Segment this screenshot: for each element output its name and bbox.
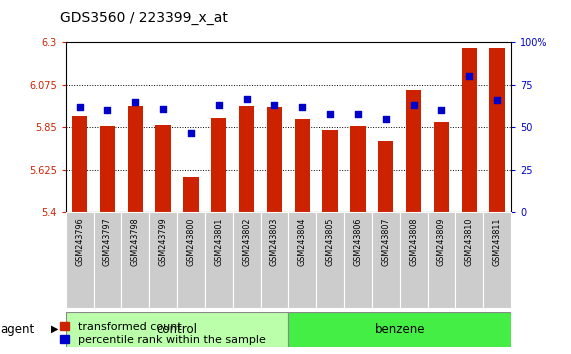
Bar — [72, 116, 87, 212]
Legend: transformed count, percentile rank within the sample: transformed count, percentile rank withi… — [60, 321, 266, 345]
Point — [297, 104, 307, 110]
Point — [131, 99, 140, 105]
Bar — [94, 212, 122, 308]
Bar — [372, 212, 400, 308]
Text: GSM243810: GSM243810 — [465, 217, 474, 266]
Point — [103, 108, 112, 113]
Text: GSM243808: GSM243808 — [409, 217, 418, 266]
Point — [409, 103, 418, 108]
Bar — [100, 126, 115, 212]
Bar — [483, 212, 511, 308]
Text: GSM243806: GSM243806 — [353, 217, 363, 266]
Bar — [378, 141, 393, 212]
Text: GSM243801: GSM243801 — [214, 217, 223, 266]
Bar — [344, 212, 372, 308]
Bar — [406, 90, 421, 212]
Text: GSM243805: GSM243805 — [325, 217, 335, 266]
Point — [493, 97, 502, 103]
Bar — [66, 212, 94, 308]
Bar — [428, 212, 456, 308]
Text: GSM243800: GSM243800 — [186, 217, 195, 266]
Text: GSM243798: GSM243798 — [131, 217, 140, 266]
Text: benzene: benzene — [375, 323, 425, 336]
Bar — [122, 212, 149, 308]
Point — [381, 116, 391, 122]
Bar — [267, 107, 282, 212]
Bar — [127, 106, 143, 212]
Bar — [489, 48, 505, 212]
Bar — [177, 212, 205, 308]
Bar — [211, 118, 227, 212]
Point — [186, 130, 195, 135]
Text: GSM243797: GSM243797 — [103, 217, 112, 266]
Text: GSM243802: GSM243802 — [242, 217, 251, 266]
Bar — [66, 312, 288, 347]
Point — [214, 103, 223, 108]
Bar — [239, 106, 254, 212]
Text: GSM243799: GSM243799 — [159, 217, 168, 266]
Bar — [434, 122, 449, 212]
Bar — [461, 48, 477, 212]
Bar — [323, 130, 338, 212]
Point — [465, 74, 474, 79]
Text: GDS3560 / 223399_x_at: GDS3560 / 223399_x_at — [60, 11, 228, 25]
Bar — [205, 212, 233, 308]
Point — [353, 111, 363, 117]
Bar — [183, 177, 199, 212]
Bar — [233, 212, 260, 308]
Point — [325, 111, 335, 117]
Point — [242, 96, 251, 101]
Text: GSM243796: GSM243796 — [75, 217, 84, 266]
Bar — [149, 212, 177, 308]
Point — [75, 104, 84, 110]
Text: GSM243807: GSM243807 — [381, 217, 391, 266]
Bar — [288, 312, 511, 347]
Text: control: control — [156, 323, 198, 336]
Bar — [316, 212, 344, 308]
Bar — [456, 212, 483, 308]
Bar — [288, 212, 316, 308]
Point — [270, 103, 279, 108]
Bar — [350, 126, 365, 212]
Point — [437, 108, 446, 113]
Text: GSM243809: GSM243809 — [437, 217, 446, 266]
Point — [159, 106, 168, 112]
Bar — [260, 212, 288, 308]
Text: ▶: ▶ — [51, 324, 59, 334]
Text: GSM243803: GSM243803 — [270, 217, 279, 266]
Bar — [155, 125, 171, 212]
Text: GSM243811: GSM243811 — [493, 217, 502, 266]
Bar — [400, 212, 428, 308]
Bar — [295, 119, 310, 212]
Text: agent: agent — [0, 323, 34, 336]
Text: GSM243804: GSM243804 — [297, 217, 307, 266]
